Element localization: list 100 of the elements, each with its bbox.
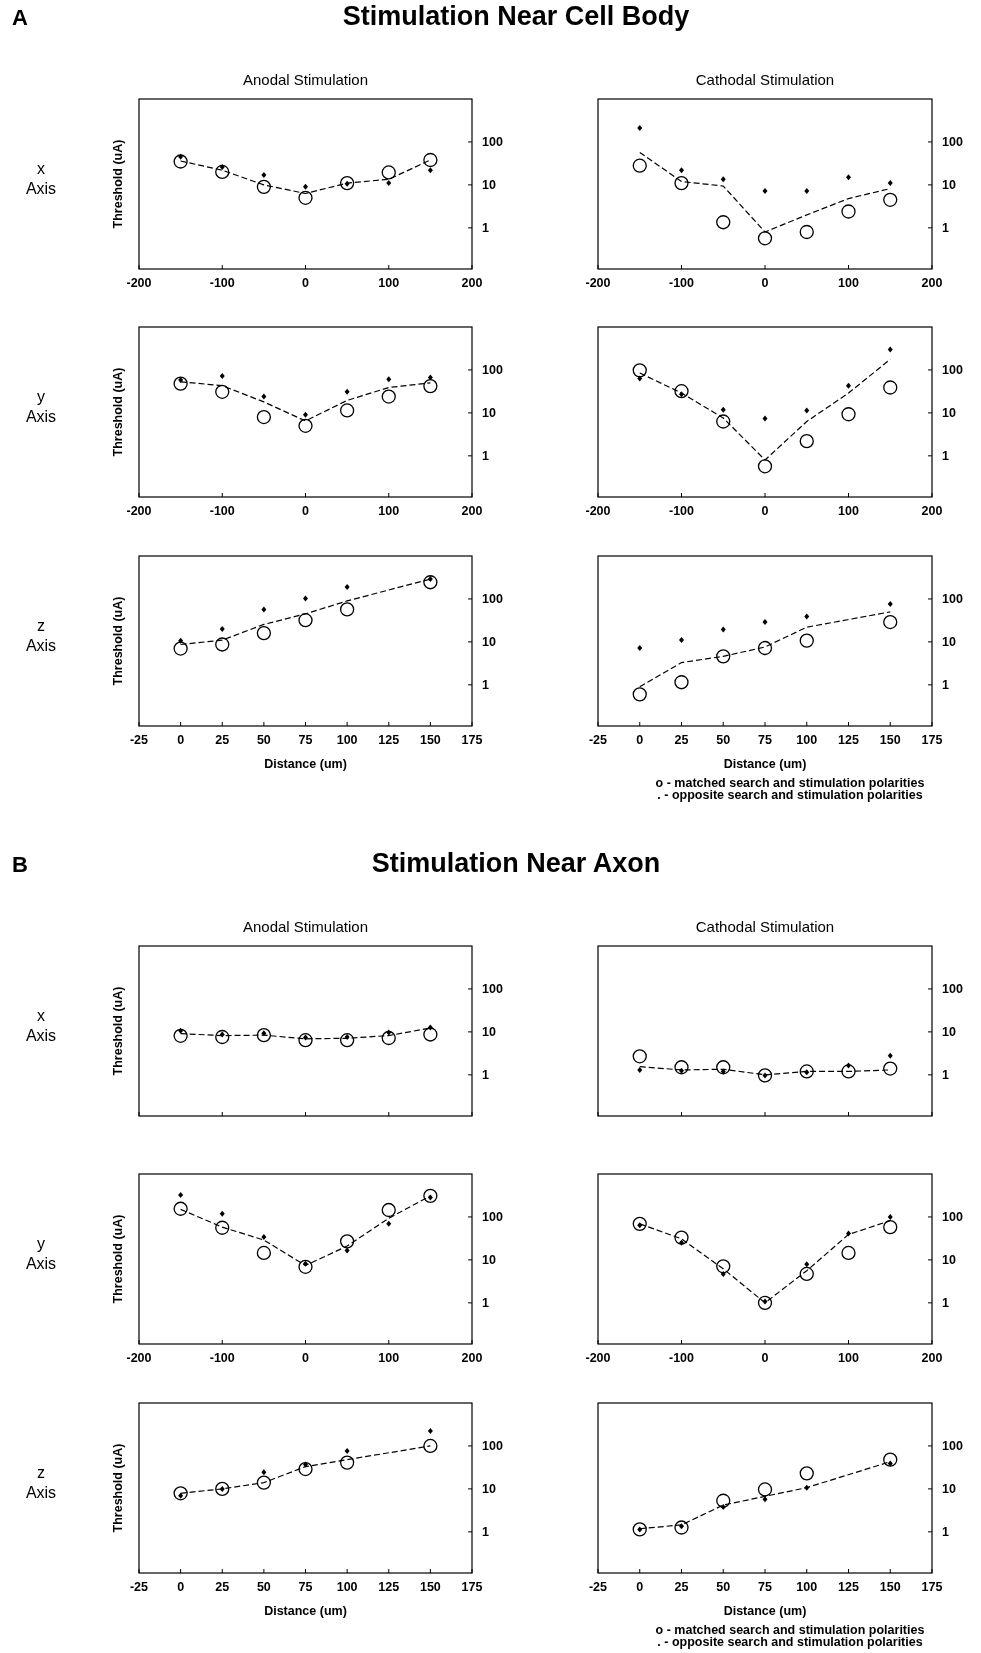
x-tick-label: 175 xyxy=(461,733,483,747)
x-tick-label: -100 xyxy=(668,504,695,518)
point xyxy=(256,1027,272,1043)
y-axis-title: Threshold (uA) xyxy=(111,367,125,457)
point xyxy=(344,1247,350,1254)
point xyxy=(637,125,643,132)
y-tick-label: 100 xyxy=(482,135,503,150)
y-tick-label: 10 xyxy=(942,406,956,421)
text: Stimulation Near Axon xyxy=(371,848,661,878)
chart-title: Anodal Stimulation xyxy=(242,71,369,88)
x-tick-label: 75 xyxy=(298,733,313,747)
x-tick-label: 100 xyxy=(378,504,400,518)
x-tick-label: -200 xyxy=(585,276,611,290)
point xyxy=(215,1220,230,1235)
y-tick-label: 10 xyxy=(942,1482,956,1497)
y-tick-label: 1 xyxy=(482,1525,489,1540)
y-tick-label: 1 xyxy=(942,1068,949,1083)
y-tick-label: 1 xyxy=(942,1525,949,1540)
point xyxy=(386,376,392,383)
point xyxy=(883,1219,898,1235)
x-tick-label: -25 xyxy=(129,1580,149,1594)
text: A xyxy=(12,5,28,30)
point xyxy=(799,633,814,648)
point xyxy=(716,215,731,230)
point xyxy=(757,1295,773,1310)
point xyxy=(720,1270,726,1277)
point xyxy=(178,1191,184,1198)
y-tick-label: 1 xyxy=(942,1296,949,1311)
point xyxy=(799,433,814,449)
x-tick-label: 0 xyxy=(636,733,644,747)
point xyxy=(339,1033,355,1048)
y-tick-label: 10 xyxy=(482,1482,496,1497)
text: z Axis xyxy=(25,1464,57,1501)
y-tick-label: 100 xyxy=(942,982,963,997)
point xyxy=(219,1210,225,1217)
point xyxy=(804,1261,810,1268)
y-tick-label: 10 xyxy=(942,178,956,193)
x-tick-label: 75 xyxy=(758,1580,772,1594)
point xyxy=(887,601,893,608)
y-tick-label: 10 xyxy=(942,635,956,650)
point xyxy=(720,1503,726,1510)
x-tick-label: -100 xyxy=(668,1351,695,1365)
point xyxy=(632,363,647,378)
point xyxy=(841,407,856,422)
y-tick-label: 100 xyxy=(482,592,503,607)
x-tick-label: 125 xyxy=(838,733,859,747)
point xyxy=(674,1520,689,1535)
x-tick-label: 150 xyxy=(419,1580,441,1594)
point xyxy=(883,192,898,207)
x-tick-label: -200 xyxy=(585,504,611,518)
y-axis-title: Threshold (uA) xyxy=(111,986,125,1076)
point xyxy=(674,675,689,690)
point xyxy=(887,1460,893,1467)
x-axis-title: Distance (um) xyxy=(723,1604,807,1618)
chart-title: Cathodal Stimulation xyxy=(695,71,835,88)
point xyxy=(720,406,726,413)
y-tick-label: 100 xyxy=(942,1210,963,1225)
y-tick-label: 100 xyxy=(942,1439,963,1454)
y-axis-title: Threshold (uA) xyxy=(111,139,125,229)
point xyxy=(423,1438,438,1454)
point xyxy=(887,346,893,353)
x-tick-label: -100 xyxy=(209,504,235,518)
y-tick-label: 10 xyxy=(482,1025,496,1040)
x-tick-label: 25 xyxy=(215,1580,230,1594)
x-tick-label: 0 xyxy=(761,1351,769,1365)
point xyxy=(883,1061,898,1076)
point xyxy=(427,1427,433,1434)
point xyxy=(720,176,726,183)
x-tick-label: -25 xyxy=(588,1580,608,1594)
y-tick-label: 1 xyxy=(942,449,949,464)
x-tick-label: 200 xyxy=(461,1351,483,1365)
point xyxy=(261,1469,267,1476)
x-tick-label: 200 xyxy=(921,1351,943,1365)
point xyxy=(344,583,350,590)
y-tick-label: 10 xyxy=(482,178,496,193)
text: y Axis xyxy=(25,388,57,425)
text: z Axis xyxy=(25,617,57,654)
point xyxy=(887,1052,893,1059)
x-tick-label: 50 xyxy=(256,733,271,747)
point xyxy=(298,1033,313,1048)
chart-title: Cathodal Stimulation xyxy=(695,918,835,935)
point xyxy=(427,167,433,174)
y-tick-label: 1 xyxy=(482,678,489,693)
point xyxy=(757,231,773,246)
point xyxy=(716,649,731,664)
x-tick-label: 50 xyxy=(716,1580,731,1594)
x-tick-label: 100 xyxy=(378,1351,400,1365)
point xyxy=(887,180,893,187)
y-tick-label: 10 xyxy=(482,635,496,650)
text: Stimulation Near Cell Body xyxy=(342,1,690,31)
x-tick-label: -200 xyxy=(585,1351,611,1365)
y-tick-label: 1 xyxy=(482,1296,489,1311)
point xyxy=(757,459,773,474)
point xyxy=(261,606,267,613)
point xyxy=(427,374,433,381)
point xyxy=(804,188,810,195)
x-tick-label: 125 xyxy=(378,1580,400,1594)
point xyxy=(841,1245,856,1261)
y-tick-label: 100 xyxy=(482,363,503,378)
point xyxy=(716,1493,731,1508)
